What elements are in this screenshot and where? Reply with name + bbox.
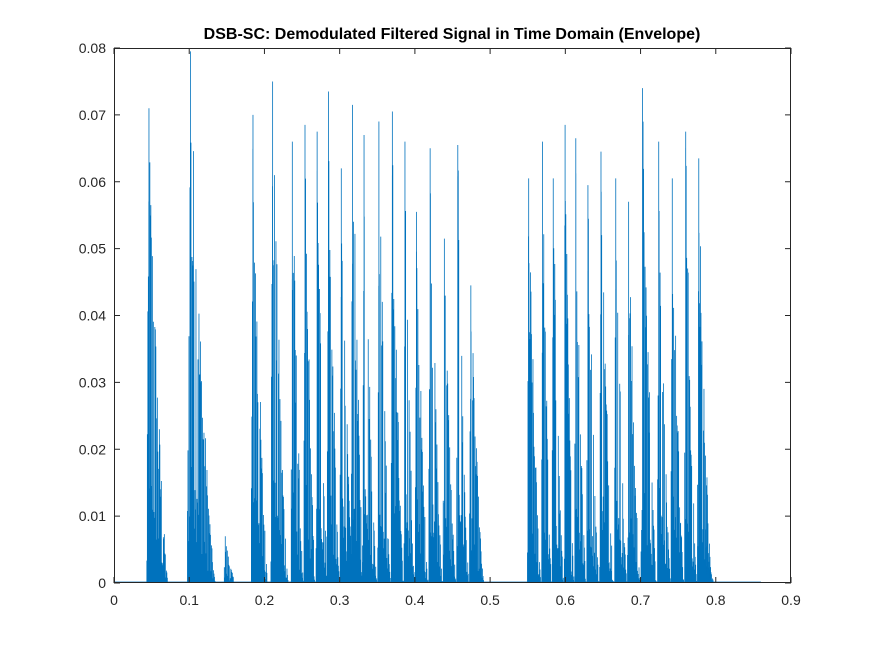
burst (326, 91, 340, 583)
burst (527, 178, 542, 583)
x-tick-label: 0.2 (255, 592, 275, 608)
burst-trace (551, 178, 565, 583)
burst (551, 178, 565, 583)
burst (563, 124, 575, 583)
burst-trace (527, 178, 542, 583)
x-tick-label: 0.4 (405, 592, 425, 608)
y-tick-label: 0.04 (79, 308, 106, 324)
burst (290, 141, 304, 583)
burst-trace (390, 111, 404, 583)
x-tick-label: 0 (110, 592, 118, 608)
burst-trace (362, 134, 378, 583)
burst-trace (187, 51, 216, 583)
burst (684, 131, 698, 583)
x-tick-label: 0.9 (781, 592, 801, 608)
x-tick-label: 0.6 (556, 592, 576, 608)
burst-trace (627, 201, 641, 583)
burst (377, 121, 392, 583)
burst-trace (563, 124, 575, 583)
burst (627, 201, 641, 583)
y-tick-label: 0.08 (79, 40, 106, 56)
burst-trace (469, 285, 485, 583)
burst-trace (251, 114, 269, 583)
burst-trace (377, 121, 392, 583)
chart-title: DSB-SC: Demodulated Filtered Signal in T… (204, 26, 701, 43)
x-tick-label: 0.1 (179, 592, 199, 608)
x-tick-label: 0.7 (631, 592, 651, 608)
y-tick-label: 0.05 (79, 241, 106, 257)
burst-trace (146, 108, 169, 583)
burst (414, 211, 429, 583)
burst (469, 285, 485, 583)
y-tick-label: 0.01 (79, 508, 106, 524)
burst-trace (290, 141, 304, 583)
burst-trace (414, 211, 429, 583)
burst-trace (428, 148, 443, 583)
burst (270, 81, 289, 583)
y-axis: 0 0.01 0.02 0.03 0.04 0.05 0.06 0.07 0.08 (79, 40, 791, 591)
burst-trace (670, 178, 685, 583)
x-tick-label: 0.3 (330, 592, 350, 608)
burst-trace (326, 91, 340, 583)
y-tick-label: 0.07 (79, 107, 106, 123)
burst-trace (657, 141, 671, 583)
burst (187, 51, 216, 583)
signal-layer (114, 51, 761, 583)
burst-trace (270, 81, 289, 583)
burst-trace (614, 178, 628, 583)
burst (614, 178, 628, 583)
burst (456, 144, 470, 583)
burst-trace (684, 131, 698, 583)
y-tick-label: 0 (98, 575, 106, 591)
burst (362, 134, 378, 583)
burst-trace (456, 144, 470, 583)
burst (403, 141, 416, 583)
burst-trace (403, 141, 416, 583)
burst (670, 178, 685, 583)
burst (146, 108, 169, 583)
burst (390, 111, 404, 583)
x-tick-label: 0.5 (480, 592, 500, 608)
burst (442, 238, 457, 583)
burst (251, 114, 269, 583)
burst (428, 148, 443, 583)
burst-trace (640, 88, 658, 583)
y-tick-label: 0.03 (79, 374, 106, 390)
x-tick-label: 0.8 (706, 592, 726, 608)
y-tick-label: 0.02 (79, 441, 106, 457)
x-axis: 0 0.1 0.2 0.3 0.4 0.5 0.6 0.7 0.8 0.9 (110, 48, 801, 608)
y-tick-label: 0.06 (79, 174, 106, 190)
burst-trace (442, 238, 457, 583)
burst (657, 141, 671, 583)
burst (640, 88, 658, 583)
